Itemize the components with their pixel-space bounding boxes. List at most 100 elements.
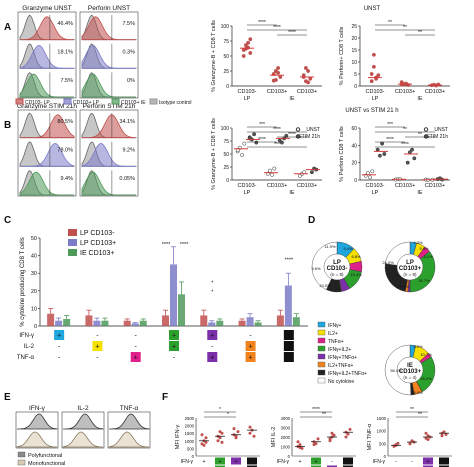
chart-C-grid-cell-2-2 xyxy=(130,352,141,362)
chart-C-grid-sign-2-4: + xyxy=(210,355,214,362)
chart-C-bar-2-2 xyxy=(139,320,147,326)
chart-D-legend-swatch-6 xyxy=(317,369,326,376)
chart-D-pie-1-pct-1: 5.9% xyxy=(419,246,429,251)
chart-A-granzyme-ytick-label-3: 75 xyxy=(223,39,229,45)
chart-F-2-row-label-0: IFN-γ xyxy=(373,459,386,465)
chart-B-perforin-sig-4: **** xyxy=(401,142,409,148)
hist-legend-label-0: CD103- LP xyxy=(25,100,50,106)
chart-B-granzyme-sig-0: *** xyxy=(259,122,265,128)
chart-F-0-point-2-2 xyxy=(236,430,240,434)
chart-C-sig-1: **** xyxy=(180,242,189,248)
chart-D-pie-2-pct-0: 4.0% xyxy=(413,344,423,349)
hist-E-title-0: IFN-γ xyxy=(29,405,46,412)
chart-C-grid-sign-2-5: + xyxy=(249,355,253,362)
chart-B-perforin-ytick-label-0: 0 xyxy=(354,178,357,184)
chart-F-0-ytick-2: 1500 xyxy=(185,431,195,436)
hist-legend-swatch-1 xyxy=(63,98,72,105)
chart-F-1-cell-1-2 xyxy=(327,465,337,467)
chart-B-perforin-point-0-1 xyxy=(365,171,370,176)
chart-A-granzyme-ytick-label-0: 0 xyxy=(226,84,229,90)
chart-C-sig-3: * xyxy=(211,289,214,295)
hist-E-poly-1 xyxy=(63,413,104,430)
chart-A-granzyme-ytick-label-1: 25 xyxy=(223,69,229,75)
chart-F-0-ytick-0: 2500 xyxy=(185,416,195,421)
chart-D-legend-swatch-7 xyxy=(317,377,326,384)
chart-F-1-sign-0-2: - xyxy=(331,459,333,465)
chart-A-perforin-xtick-0: CD103- xyxy=(366,89,385,95)
hist-B-perforin-pct-2: 0.05% xyxy=(119,176,135,182)
chart-D-pie-1-title-1: LP xyxy=(406,260,414,266)
chart-C-bar-2-4 xyxy=(216,320,224,326)
hist-A-perforin-pct-1: 0.3% xyxy=(122,50,135,56)
chart-F-1-sign-0-3: + xyxy=(346,459,349,465)
chart-F-0-ytick-5: 0 xyxy=(192,454,195,459)
chart-C-grid-sign-0-1: - xyxy=(96,333,99,340)
panel-letter-A: A xyxy=(4,22,11,33)
chart-F-1-ytick-1: 3000 xyxy=(281,426,291,431)
hist-B-granzyme-hist-2 xyxy=(19,171,74,196)
chart-A-granzyme-point-1-5 xyxy=(273,69,278,73)
chart-B-perforin-point-0-3 xyxy=(370,169,375,174)
chart-A-perforin-point-0-4 xyxy=(369,79,374,84)
hist-A-perforin-pct-0: 7.5% xyxy=(122,21,135,27)
panel-letter-F: F xyxy=(162,392,168,403)
chart-D-pie-0-pct-1: 9.4% xyxy=(343,246,353,251)
chart-C-legend-swatch-2 xyxy=(68,249,77,256)
chart-F-2-ytick-2: 500 xyxy=(379,441,387,446)
chart-F-2-ytick-1: 1000 xyxy=(377,429,387,434)
chart-A-granzyme-point-0-2 xyxy=(246,40,251,45)
chart-D-pie-1-n: (n = 9) xyxy=(403,272,417,277)
chart-F-0-point-0-5 xyxy=(204,440,208,444)
chart-B-granzyme-sig-1: **** xyxy=(273,127,281,133)
chart-A-granzyme-point-2-5 xyxy=(303,66,308,70)
hist-E-poly-0 xyxy=(17,413,58,430)
chart-F-2-point-3-2 xyxy=(444,432,448,436)
chart-A-granzyme-sig-0: **** xyxy=(258,20,266,26)
chart-D-legend-label-1: IL2+ xyxy=(328,331,338,337)
chart-B-perforin-ytick-label-2: 40 xyxy=(351,143,357,149)
chart-F-0-sign-0-2: + xyxy=(234,459,237,465)
chart-C-grid-cell-1-1 xyxy=(92,341,103,351)
chart-C-row-label-1: IL-2 xyxy=(24,344,35,350)
chart-B-granzyme-legend-unst-marker xyxy=(295,127,301,132)
chart-F-0-point-3-2 xyxy=(252,434,256,438)
chart-F-2-point-0-2 xyxy=(396,441,400,445)
chart-F-0-sign-0-0: + xyxy=(202,459,205,465)
hist-B-granzyme-pct-2: 9.4% xyxy=(60,176,73,182)
chart-F-2-ytick-0: 1500 xyxy=(377,416,387,421)
chart-C-grid-cell-1-6 xyxy=(283,341,294,351)
chart-A-perforin-ytick-label-3: 15 xyxy=(351,48,357,54)
chart-A-perforin-ytick-label-4: 20 xyxy=(351,36,357,42)
chart-B-granzyme-point-0-7 xyxy=(272,166,277,171)
chart-F-1-point-3-1 xyxy=(346,432,350,436)
chart-D-pie-0-title-2: CD103- xyxy=(327,266,348,272)
chart-C-bar-2-5 xyxy=(254,322,262,326)
chart-C-grid-sign-1-3: + xyxy=(172,344,176,351)
chart-B-granzyme-ytick-label-0: 0 xyxy=(226,178,229,184)
chart-A-perforin-xtick-1: CD103+ xyxy=(395,89,415,95)
hist-legend-label-2: CD103+ IE xyxy=(121,100,146,106)
chart-F-1-ytick-4: 0 xyxy=(288,454,291,459)
chart-F-1-point-1-3 xyxy=(312,443,316,447)
chart-D-legend-label-2: TNFα+ xyxy=(328,339,344,345)
chart-A-granzyme-point-1-6 xyxy=(276,66,281,70)
chart-C-grid-sign-0-6: + xyxy=(287,333,291,340)
chart-D-pie-2-title-2: CD103+ xyxy=(399,369,422,375)
chart-D-pie-1-pct-4: 22.9% xyxy=(397,284,409,289)
hist-A-perforin-pct-2: 0% xyxy=(127,78,135,84)
hist-A-granzyme-hist-0 xyxy=(19,16,75,41)
chart-C-bar-1-3 xyxy=(170,264,177,326)
hist-A-perforin-hist-0 xyxy=(81,16,137,41)
chart-F-1-sig-0: **** xyxy=(312,407,320,413)
chart-F-2-sign-0-1: - xyxy=(411,459,413,465)
chart-F-1-sign-0-1: + xyxy=(314,459,317,465)
chart-B-granzyme-legend-stim: STIM 21h xyxy=(298,134,320,140)
hist-E-mono-0 xyxy=(16,431,58,448)
chart-A-granzyme-point-2-3 xyxy=(308,76,313,81)
chart-F-1-cell-1-3 xyxy=(343,465,353,467)
chart-B-perforin-point-1-6 xyxy=(410,147,415,152)
chart-B-granzyme-point-1-9 xyxy=(309,170,314,175)
chart-F-0-point-3-3 xyxy=(248,425,252,429)
chart-F-0-sign-0-3: + xyxy=(250,459,253,465)
chart-C-grid-sign-1-2: - xyxy=(135,344,138,351)
